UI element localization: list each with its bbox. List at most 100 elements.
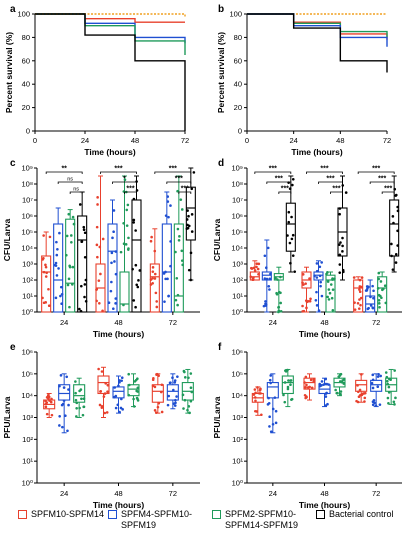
- panel-c-data-point: [42, 256, 45, 260]
- panel-f-data-point: [377, 372, 380, 376]
- panel-f-data-point: [376, 375, 380, 378]
- panel-f-data-point: [393, 369, 396, 372]
- panel-e-data-point: [183, 398, 187, 402]
- panel-d-data-point: [359, 296, 363, 300]
- panel-d-data-point: [251, 277, 255, 281]
- panel-c-x-axis-title: Time (hours): [93, 329, 144, 339]
- panel-c-data-point: [190, 187, 194, 191]
- panel-e-data-point: [114, 394, 118, 398]
- panel-e-data-point: [187, 376, 190, 380]
- panel-e-data-point: [67, 403, 70, 407]
- panel-f-data-point: [269, 374, 273, 377]
- panel-c-sig-bracket: [166, 181, 192, 184]
- panel-e-data-point: [189, 386, 193, 389]
- panel-c-sig-label: ns: [73, 187, 79, 193]
- panel-d-data-point: [320, 261, 323, 264]
- panel-e-box: [151, 384, 164, 403]
- panel-f-y-tick-label: 10⁶: [232, 348, 243, 357]
- panel-b-y-tick-label: 80: [234, 33, 242, 42]
- panel-f-data-point: [268, 425, 271, 428]
- panel-e-data-point: [66, 429, 69, 433]
- panel-f-data-point: [274, 421, 278, 425]
- panel-d-data-point: [315, 290, 318, 294]
- panel-d-data-point: [360, 276, 364, 279]
- panel-d-data-point: [337, 243, 341, 246]
- panel-d-sig-label: ***: [281, 186, 289, 193]
- panel-f-data-point: [320, 380, 324, 383]
- panel-f-box: [281, 375, 294, 395]
- legend-swatch: [316, 510, 325, 519]
- panel-e-data-point: [171, 376, 174, 379]
- panel-d-sig-bracket: [318, 181, 343, 184]
- panel-d-data-point: [352, 276, 356, 279]
- panel-d-x-tick-label: 24: [269, 318, 277, 327]
- panel-e-data-point: [127, 383, 131, 387]
- panel-d-data-point: [318, 274, 322, 278]
- panel-e-data-point: [151, 378, 155, 382]
- panel-c-data-point: [95, 225, 99, 229]
- panel-e-data-point: [62, 399, 66, 402]
- panel-d-data-point: [250, 267, 254, 270]
- panel-d-data-point: [268, 277, 272, 281]
- panel-d-data-point: [330, 296, 334, 300]
- panel-d-data-point: [369, 304, 373, 307]
- panel-f-data-point: [360, 373, 363, 376]
- panel-d-data-point: [293, 270, 297, 273]
- panel-e-box: [73, 384, 86, 403]
- panel-d-data-point: [290, 237, 294, 241]
- panel-e-data-point: [172, 402, 175, 405]
- panel-f-data-point: [286, 385, 290, 389]
- panel-d-data-point: [291, 183, 294, 187]
- panel-d-data-point: [274, 276, 277, 279]
- panel-d-data-point: [268, 288, 271, 291]
- panel-c-data-point: [113, 260, 116, 263]
- panel-d-data-point: [315, 304, 319, 307]
- panel-c-box: [173, 223, 184, 313]
- panel-f-data-point: [356, 390, 360, 394]
- panel-c-box: [185, 186, 196, 241]
- panel-c-y-tick-label: 10⁰: [22, 308, 33, 317]
- panel-f-data-point: [286, 387, 290, 391]
- panel-d-data-point: [319, 280, 322, 284]
- panel-d-data-point: [263, 277, 267, 280]
- panel-d-data-point: [394, 252, 398, 256]
- panel-e-data-point: [75, 406, 78, 410]
- panel-f-letter: f: [218, 342, 222, 353]
- panel-d-data-point: [287, 220, 291, 224]
- panel-d-data-point: [256, 267, 260, 271]
- panel-c-data-point: [169, 240, 172, 243]
- panel-f-data-point: [260, 413, 263, 417]
- panel-f-data-point: [393, 403, 396, 406]
- panel-e-data-point: [166, 403, 170, 407]
- panel-c-sig-label: ***: [175, 176, 183, 183]
- panel-c-data-point: [59, 285, 63, 289]
- panel-c-data-point: [114, 272, 118, 276]
- panel-c-data-point: [56, 247, 59, 251]
- panel-a-x-axis-title: Time (hours): [84, 147, 135, 157]
- panel-f-data-point: [385, 375, 389, 379]
- panel-f-data-point: [255, 410, 258, 413]
- panel-f-data-point: [359, 393, 362, 397]
- panel-e-data-point: [116, 403, 120, 407]
- panel-d-data-point: [291, 254, 295, 257]
- panel-c-sig-bracket: [100, 171, 137, 174]
- panel-f-data-point: [342, 382, 346, 385]
- panel-c-data-point: [111, 236, 114, 240]
- panel-c-data-point: [132, 218, 136, 222]
- panel-d-box: [377, 276, 388, 313]
- panel-f-data-point: [338, 380, 342, 383]
- panel-c-data-point: [97, 279, 101, 282]
- panel-d-data-point: [257, 262, 261, 266]
- panel-c-data-point: [175, 276, 179, 280]
- panel-d-data-point: [396, 244, 399, 247]
- panel-e-data-point: [118, 380, 121, 384]
- panel-e-data-point: [157, 401, 161, 405]
- panel-f-data-point: [379, 374, 382, 378]
- panel-f-data-point: [361, 392, 364, 396]
- panel-c-data-point: [131, 267, 134, 271]
- panel-d-sig-label: ***: [326, 176, 334, 183]
- panel-d-data-point: [342, 270, 345, 274]
- panel-d-sig-bracket: [254, 171, 292, 174]
- panel-e-data-point: [173, 404, 177, 407]
